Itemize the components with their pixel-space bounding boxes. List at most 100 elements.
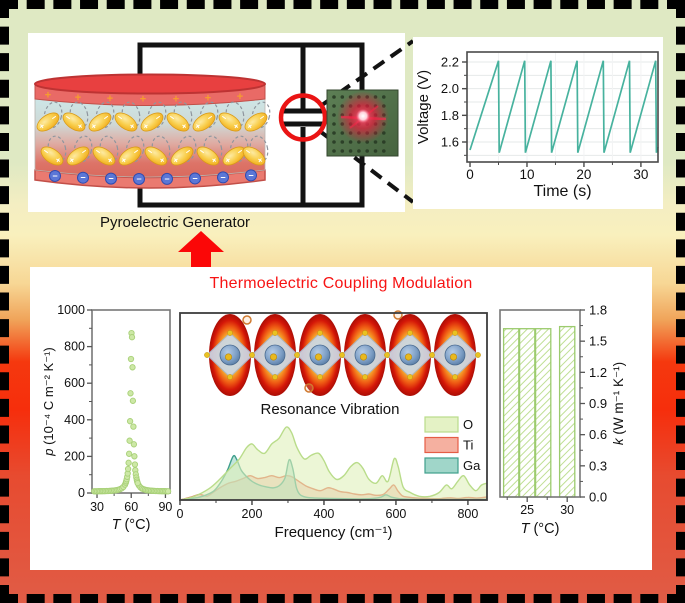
negative-charge-sign: − <box>220 172 225 182</box>
data-point <box>124 465 132 473</box>
dipole-positive-end: + <box>255 155 265 166</box>
dipole-negative-end: − <box>41 146 51 157</box>
dipole: −+ <box>88 112 112 132</box>
dipole: −+ <box>244 112 268 132</box>
dipole-positive-end: + <box>89 121 99 132</box>
y-tick-label: 2.2 <box>441 55 459 70</box>
dipole-positive-end: + <box>127 121 137 132</box>
zoom-line-lower <box>319 130 415 204</box>
negative-charge <box>217 171 229 184</box>
dos-curves <box>180 426 487 500</box>
voltage-panel: 1.6 1.8 2.0 2.2 0 10 20 30 Time (s) Voltage (V) <box>413 37 663 209</box>
dipole-negative-end: − <box>79 146 89 157</box>
dipole: −+ <box>170 146 194 166</box>
perfboard-hole <box>348 140 353 144</box>
axis-label-variable: T <box>521 521 531 537</box>
negative-charge-sign: − <box>52 171 57 181</box>
dipole-negative-end: − <box>197 146 207 157</box>
bar <box>518 328 536 498</box>
negative-charge <box>189 172 201 185</box>
oxygen-atom-dot <box>362 374 368 380</box>
center-atom-dot <box>359 353 367 361</box>
y-tick-label: 0 <box>78 486 85 500</box>
plus-charge: + <box>107 93 113 105</box>
dipole-positive-end: + <box>141 121 151 132</box>
pyroelectric-generator-label: Pyroelectric Generator <box>99 214 251 231</box>
displaced-atom-ring <box>304 383 314 393</box>
dipole-ellipse <box>192 112 216 132</box>
perfboard-hole <box>332 95 336 99</box>
dipole-negative-end: − <box>93 146 103 157</box>
axis-label-units: (°C) <box>120 517 150 533</box>
dipole-positive-end: + <box>67 155 77 166</box>
legend-swatch-O <box>424 416 459 433</box>
oxygen-atom-dot <box>452 374 458 380</box>
oxygen-atom-dot <box>407 374 413 380</box>
dipole: −+ <box>66 146 90 166</box>
disk-charges-and-dipoles: + + + + + + +−+−+−+−+−+−+−+−+−+−+−+−+−+−+−+−+−… <box>36 90 271 185</box>
data-point <box>127 390 134 397</box>
oxygen-atom-dot <box>429 352 435 358</box>
arrow-head <box>178 231 224 252</box>
pyroelectric-disk: + + + + + + +−+−+−+−+−+−+−+−+−+−+−+−+−+−+−+−+−… <box>34 73 271 189</box>
legend-swatch-Ga <box>424 457 459 474</box>
plus-charge: + <box>140 93 146 105</box>
plus-charge: + <box>237 91 243 103</box>
dipole-negative-end: − <box>219 112 229 123</box>
data-point <box>131 461 139 468</box>
negative-charge <box>245 169 257 182</box>
led-core <box>356 109 370 123</box>
y-tick-label: 1.5 <box>589 334 607 349</box>
perfboard-hole <box>365 149 370 153</box>
axis-label-units: (W m⁻¹ K⁻¹) <box>611 362 626 438</box>
y-tick-label: 0.0 <box>589 490 607 505</box>
plus-charge: + <box>173 93 179 105</box>
x-tick-label: 30 <box>90 500 104 514</box>
dipole-positive-end: + <box>119 155 129 166</box>
perfboard-hole <box>373 149 378 153</box>
dipole-negative-end: − <box>49 112 59 123</box>
y-tick-label: 1000 <box>57 303 85 317</box>
x-tick-label: 800 <box>457 507 478 521</box>
x-tick-label: 10 <box>519 167 534 182</box>
center-atom-dot <box>314 353 322 361</box>
negative-charge-sign: − <box>248 170 253 180</box>
dipole-ellipse <box>170 146 194 166</box>
bottom-panel-title: Thermoelectric Coupling Modulation <box>209 275 473 292</box>
x-tick-label: 30 <box>560 503 574 517</box>
dipole-positive-end: + <box>37 121 47 132</box>
perfboard-hole <box>332 113 336 117</box>
perfboard-hole <box>373 140 378 144</box>
x-tick-label: 0 <box>177 507 184 521</box>
y-tick-label: 1.8 <box>441 108 459 123</box>
oxygen-atom-dot <box>452 330 458 336</box>
dipole-ellipse <box>66 146 90 166</box>
dipole: −+ <box>40 146 64 166</box>
dipole-negative-end: − <box>101 112 111 123</box>
top-illustration: + + + + + + +−+−+−+−+−+−+−+−+−+−+−+−+−+−+−+−+−… <box>28 33 415 267</box>
axis-label-variable: p <box>41 449 56 457</box>
x-tick-label: 600 <box>386 507 407 521</box>
data-point <box>164 488 172 495</box>
dipole: −+ <box>62 112 86 132</box>
dipole-positive-end: + <box>209 155 219 166</box>
dipole: −+ <box>92 146 116 166</box>
x-axis-title: Frequency (cm⁻¹) <box>275 524 393 541</box>
dipole-positive-end: + <box>105 155 115 166</box>
axes-box <box>179 312 488 501</box>
negative-charge <box>49 169 61 182</box>
data-point <box>131 453 138 460</box>
negative-charge <box>161 172 173 185</box>
data-point <box>128 334 136 341</box>
resonance-vibration-label: Resonance Vibration <box>261 401 400 418</box>
y-tick-label: 200 <box>64 449 85 463</box>
x-tick-label: 20 <box>576 167 591 182</box>
data-point <box>125 459 132 466</box>
data-point <box>134 479 141 487</box>
center-atom-dot <box>270 353 278 361</box>
dipole-ellipse <box>114 112 138 132</box>
axis-label-variable: T <box>112 517 122 533</box>
dipole-positive-end: + <box>75 121 85 132</box>
x-tick-label: 30 <box>633 167 648 182</box>
y-tick-label: 2.0 <box>441 81 459 96</box>
